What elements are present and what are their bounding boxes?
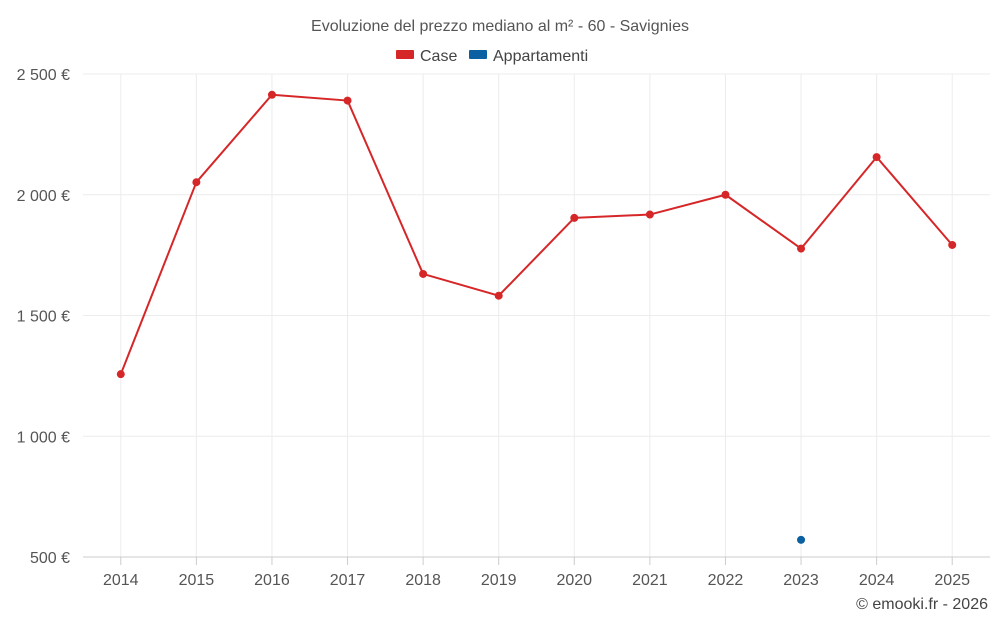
data-point-case-2023[interactable] (797, 244, 806, 253)
axes: 500 € 1 000 € 1 500 € 2 000 € 2 500 € 2014 201… (17, 67, 990, 589)
legend-label-appartamenti: Appartamenti (493, 48, 588, 65)
chart-title: Evoluzione del prezzo mediano al m² - 60… (311, 18, 689, 35)
data-point-case-2018[interactable] (419, 269, 428, 278)
x-tick-label: 2017 (330, 572, 366, 589)
y-tick-label: 500 € (30, 550, 70, 567)
series (116, 90, 957, 544)
data-point-case-2016[interactable] (267, 90, 276, 99)
x-tick-label: 2020 (556, 572, 592, 589)
legend-item-appartamenti[interactable]: Appartamenti (469, 48, 588, 65)
credit-text: © emooki.fr - 2026 (856, 596, 988, 613)
y-tick-label: 2 000 € (17, 188, 70, 205)
x-tick-label: 2023 (783, 572, 819, 589)
data-point-case-2025[interactable] (948, 240, 957, 249)
data-point-case-2021[interactable] (645, 210, 654, 219)
data-point-case-2017[interactable] (343, 96, 352, 105)
y-tick-label: 1 000 € (17, 429, 70, 446)
y-tick-label: 1 500 € (17, 309, 70, 326)
legend: Case Appartamenti (396, 48, 588, 65)
data-point-case-2014[interactable] (116, 370, 125, 379)
x-tick-label: 2021 (632, 572, 668, 589)
x-tick-label: 2015 (179, 572, 215, 589)
legend-item-case[interactable]: Case (396, 48, 457, 65)
x-tick-label: 2014 (103, 572, 139, 589)
data-point-case-2022[interactable] (721, 190, 730, 199)
legend-label-case: Case (420, 48, 457, 65)
x-tick-label: 2016 (254, 572, 290, 589)
data-point-case-2020[interactable] (570, 213, 579, 222)
data-point-appartamenti-2023[interactable] (797, 535, 806, 544)
legend-swatch-appartamenti (469, 50, 487, 59)
grid (83, 73, 990, 558)
x-tick-label: 2018 (405, 572, 441, 589)
series-line-case (119, 93, 953, 375)
x-tick-label: 2024 (859, 572, 895, 589)
data-point-case-2024[interactable] (872, 153, 881, 162)
x-tick-label: 2022 (708, 572, 744, 589)
x-tick-label: 2019 (481, 572, 517, 589)
x-tick-label: 2025 (934, 572, 970, 589)
data-point-case-2015[interactable] (192, 178, 201, 187)
data-point-case-2019[interactable] (494, 291, 503, 300)
y-tick-label: 2 500 € (17, 67, 70, 84)
legend-swatch-case (396, 50, 414, 59)
